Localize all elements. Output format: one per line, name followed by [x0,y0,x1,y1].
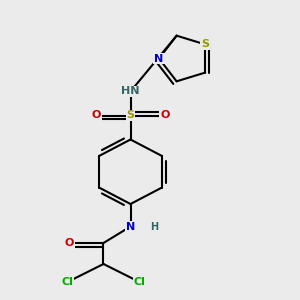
Text: S: S [201,39,209,50]
Text: O: O [91,110,101,121]
Text: HN: HN [121,86,140,97]
Text: S: S [127,110,134,121]
Text: H: H [150,221,159,232]
Text: H: H [150,221,159,232]
Text: N: N [154,53,164,64]
Text: O: O [160,110,170,121]
Text: Cl: Cl [61,277,74,287]
Text: N: N [126,221,135,232]
Text: O: O [64,238,74,248]
Text: Cl: Cl [134,277,146,287]
